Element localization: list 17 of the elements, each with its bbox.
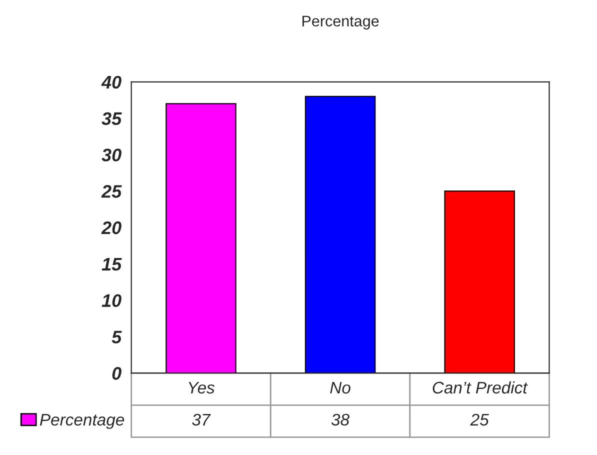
y-tick-label: 40 bbox=[101, 76, 122, 89]
data-label: 37 bbox=[192, 414, 211, 426]
data-label: 25 bbox=[470, 414, 489, 426]
y-tick-label: 25 bbox=[101, 185, 122, 198]
data-label: 38 bbox=[331, 414, 350, 426]
y-tick-label: 10 bbox=[102, 294, 122, 308]
x-tick-label: Yes bbox=[188, 382, 215, 394]
y-tick-label: 0 bbox=[112, 367, 122, 380]
y-tick-label: 30 bbox=[102, 148, 122, 162]
chart-title: Percentage bbox=[302, 16, 379, 30]
legend-label: Percentage bbox=[40, 414, 124, 429]
x-tick-label: Can’t Predict bbox=[432, 381, 528, 394]
y-tick-label: 5 bbox=[112, 330, 122, 344]
x-tick-label: No bbox=[330, 382, 350, 394]
y-tick-label: 20 bbox=[101, 221, 122, 234]
y-tick-label: 15 bbox=[102, 258, 122, 271]
y-tick-label: 35 bbox=[102, 112, 122, 126]
